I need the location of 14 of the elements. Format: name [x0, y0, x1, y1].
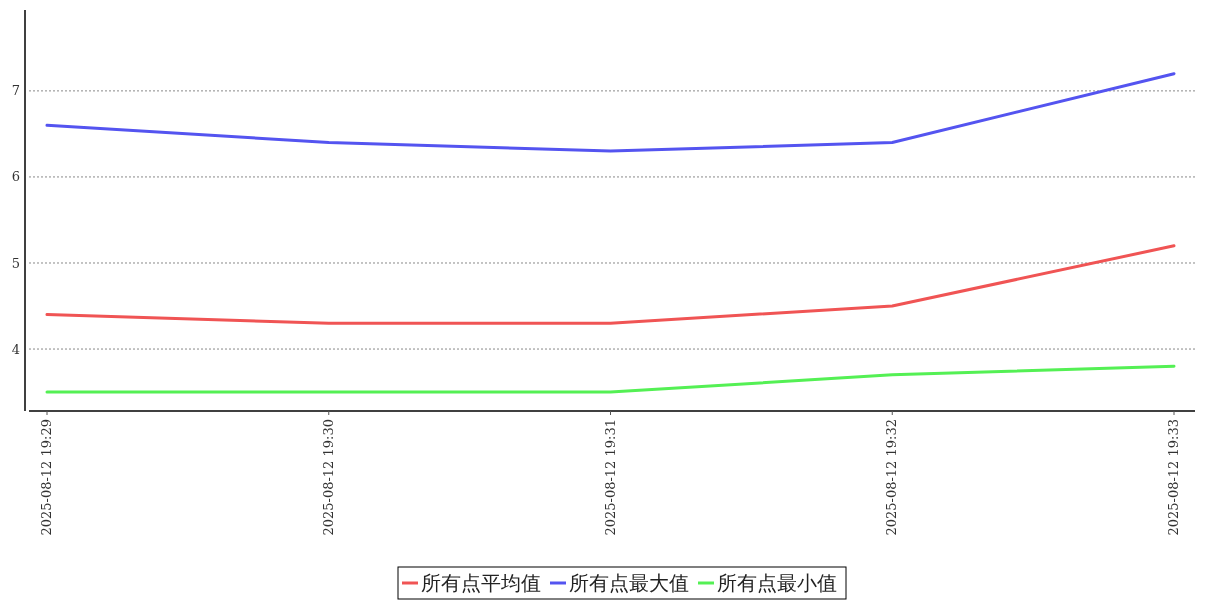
legend-label: 所有点最小值: [717, 571, 837, 595]
line-series: [45, 244, 1176, 325]
x-tick-label: 2025-08-12 19:32: [884, 419, 900, 536]
x-tick-label: 2025-08-12 19:31: [602, 419, 618, 536]
y-tick-label: 7: [11, 83, 21, 99]
y-tick-label: 6: [11, 169, 21, 185]
legend-label: 所有点平均值: [421, 571, 541, 595]
line-series: [45, 72, 1176, 153]
y-tick-label: 4: [11, 341, 21, 357]
x-tick-label: 2025-08-12 19:29: [39, 419, 54, 536]
legend-label: 所有点最大值: [569, 571, 689, 595]
x-tick-label: 2025-08-12 19:30: [320, 419, 336, 536]
y-tick-label: 5: [11, 255, 21, 271]
x-tick-label: 2025-08-12 19:33: [1166, 419, 1181, 536]
